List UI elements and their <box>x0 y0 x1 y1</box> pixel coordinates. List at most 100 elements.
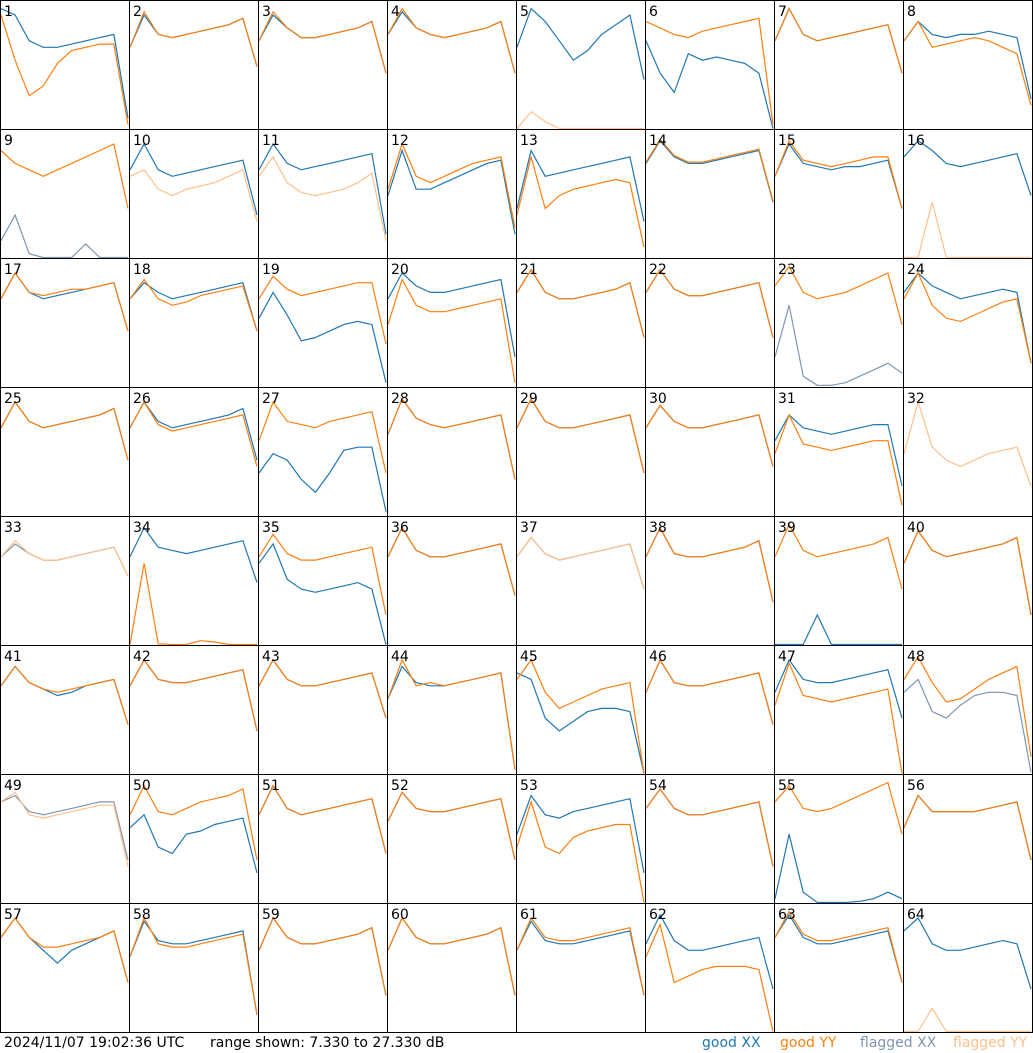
spectrum-line <box>0 8 129 119</box>
spectrum-line <box>129 400 258 467</box>
panel <box>516 268 645 338</box>
panel <box>516 397 645 474</box>
panel-title: 36 <box>391 520 409 536</box>
panel <box>258 10 387 74</box>
panel <box>774 413 903 506</box>
spectrum-line <box>129 916 258 1015</box>
spectrum-line <box>775 613 902 645</box>
panel <box>0 791 129 867</box>
panel <box>774 523 903 645</box>
spectrum-line <box>903 399 1032 487</box>
spectrum-line <box>258 400 387 474</box>
panel-title: 55 <box>778 778 796 794</box>
spectrum-line <box>903 20 1032 100</box>
spectrum-line <box>904 1007 1031 1032</box>
spectrum-line <box>903 271 1032 364</box>
panel <box>0 8 129 125</box>
panel-title: 29 <box>520 391 538 407</box>
spectrum-line <box>258 10 387 74</box>
spectrum-line <box>0 271 129 332</box>
panel-title: 11 <box>262 133 280 149</box>
spectrum-line <box>129 813 258 874</box>
spectrum-line <box>774 413 903 487</box>
panel-title: 35 <box>262 520 280 536</box>
spectrum-line <box>258 784 387 854</box>
panel <box>903 794 1032 861</box>
spectrum-line <box>0 791 129 867</box>
spectrum-line <box>645 922 774 1032</box>
panel <box>903 20 1032 106</box>
panel <box>903 655 1032 773</box>
panel <box>645 658 774 725</box>
panel-title: 37 <box>520 520 538 536</box>
panel-title: 49 <box>4 778 22 794</box>
panel <box>774 139 903 209</box>
panel-title: 1 <box>4 4 13 20</box>
panel-title: 2 <box>133 4 142 20</box>
spectrum-line <box>516 658 645 774</box>
spectrum-line <box>774 910 903 983</box>
panel <box>0 916 129 983</box>
panel-title: 33 <box>4 520 22 536</box>
panel <box>903 529 1032 616</box>
spectrum-line <box>645 268 774 338</box>
panel-title: 18 <box>133 262 151 278</box>
spectrum-line <box>903 272 1032 364</box>
panel-title: 51 <box>262 778 280 794</box>
spectrum-line <box>645 526 774 603</box>
spectrum-line <box>516 268 645 338</box>
panel-title: 23 <box>778 262 796 278</box>
panel-title: 7 <box>778 4 787 20</box>
legend-entry: good YY <box>780 1035 837 1051</box>
panel-title: 53 <box>520 778 538 794</box>
spectrum-line <box>516 397 645 474</box>
panel-title: 34 <box>133 520 151 536</box>
panel-title: 6 <box>649 4 658 20</box>
spectrum-line <box>516 799 645 903</box>
panel-title: 3 <box>262 4 271 20</box>
panel-title: 48 <box>907 649 925 665</box>
panel <box>129 526 258 645</box>
panel <box>645 268 774 338</box>
spectrum-line <box>129 526 258 583</box>
spectrum-line <box>258 542 387 645</box>
spectrum-line <box>645 787 774 867</box>
spectrum-line <box>258 291 387 383</box>
panel <box>129 10 258 67</box>
panel-title: 52 <box>391 778 409 794</box>
panel-title: 15 <box>778 133 796 149</box>
panel <box>645 526 774 603</box>
spectrum-line <box>774 265 903 325</box>
panel-title: 54 <box>649 778 667 794</box>
spectrum-line <box>387 148 516 235</box>
panel <box>0 400 129 461</box>
spectrum-line <box>516 156 645 248</box>
spectrum-line <box>129 10 258 67</box>
panel-title: 39 <box>778 520 796 536</box>
panel-title: 41 <box>4 649 22 665</box>
panel <box>645 138 774 203</box>
panel <box>516 916 645 996</box>
panel <box>774 781 903 903</box>
panel <box>129 658 258 732</box>
spectrum-line <box>774 139 903 209</box>
panel <box>645 913 774 1032</box>
panel <box>258 275 387 383</box>
panel <box>387 7 516 74</box>
panel-title: 57 <box>4 907 22 923</box>
spectrum-line <box>258 446 387 512</box>
panel-title: 17 <box>4 262 22 278</box>
spectrum-line <box>903 794 1032 861</box>
spectrum-line <box>774 913 903 983</box>
spectrum-line <box>774 523 903 590</box>
spectrum-line <box>774 834 903 903</box>
panel <box>258 142 387 241</box>
panel <box>774 7 903 74</box>
panel-title: 56 <box>907 778 925 794</box>
spectrum-line <box>129 784 258 861</box>
spectrum-line <box>516 536 645 590</box>
spectrum-line <box>903 678 1032 773</box>
spectrum-line <box>774 661 903 774</box>
spectrum-line <box>516 794 645 874</box>
